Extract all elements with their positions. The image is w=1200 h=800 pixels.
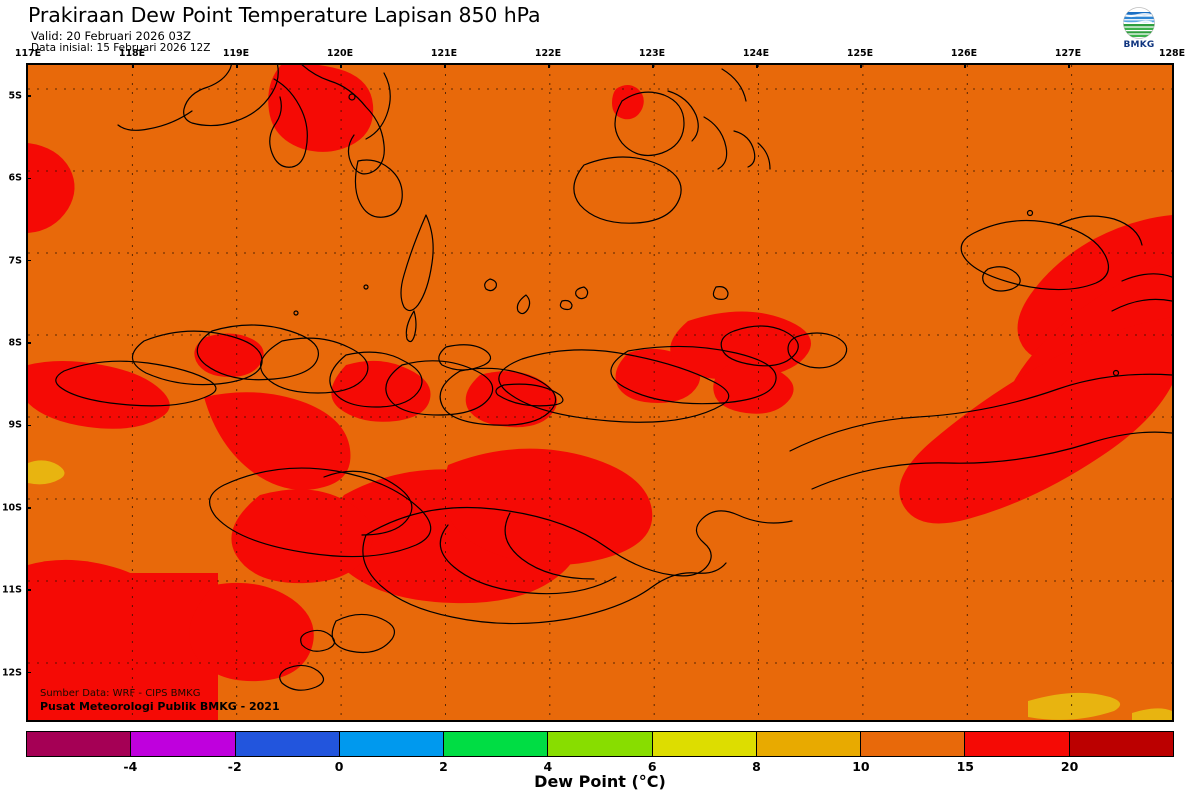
lon-tick-label: 122E: [534, 48, 562, 59]
colorbar-tick: 8: [752, 759, 761, 774]
colorbar-segment[interactable]: [548, 732, 653, 756]
colorbar-title: Dew Point (°C): [534, 772, 666, 791]
lat-tick-mark: [26, 424, 31, 427]
colorbar-tick: -4: [123, 759, 138, 774]
dew-point-contour-field: [28, 65, 1172, 720]
lat-tick-mark: [26, 589, 31, 591]
colorbar-tick: 10: [852, 759, 870, 774]
lon-tick-label: 120E: [326, 48, 354, 59]
colorbar-segment[interactable]: [1069, 732, 1173, 756]
lon-tick-mark: [340, 63, 342, 68]
colorbar-segment[interactable]: [235, 732, 340, 756]
lon-tick-mark: [132, 63, 134, 68]
bmkg-logo: BMKG: [1116, 6, 1162, 56]
colorbar-segment[interactable]: [861, 732, 966, 756]
lat-tick-label: 10S: [1, 502, 22, 514]
map-plot-area[interactable]: Sumber Data: WRF - CIPS BMKG Pusat Meteo…: [26, 63, 1174, 722]
lon-tick-mark: [860, 63, 862, 68]
colorbar-tick: 15: [956, 759, 974, 774]
lon-tick-label: 119E: [222, 48, 250, 59]
lat-tick-label: 7S: [8, 255, 22, 267]
gold-band-8-10: [28, 460, 1172, 720]
lat-tick-mark: [26, 259, 31, 262]
lat-tick-mark: [26, 95, 31, 97]
lon-tick-label: 123E: [638, 48, 666, 59]
lon-tick-label: 121E: [430, 48, 458, 59]
lat-tick-label: 11S: [1, 584, 22, 596]
lon-tick-mark: [444, 63, 446, 68]
red-band-15-20: [28, 65, 1172, 720]
lat-tick-mark: [26, 507, 31, 509]
initial-data-label: Data inisial: 15 Februari 2026 12Z: [31, 42, 211, 54]
colorbar-tick: 0: [334, 759, 344, 774]
lat-tick-label: 9S: [8, 419, 22, 431]
lat-tick-mark: [26, 177, 31, 180]
graticule: [28, 65, 1172, 720]
lon-tick-mark: [756, 63, 758, 68]
lat-tick-label: 5S: [8, 90, 22, 102]
colorbar-segment[interactable]: [965, 732, 1070, 756]
colorbar-tick: 6: [647, 759, 657, 774]
lon-tick-mark: [964, 63, 966, 68]
lat-tick-label: 6S: [8, 172, 22, 184]
bmkg-logo-mark: [1118, 6, 1160, 40]
lon-tick-label: 118E: [118, 48, 146, 59]
lat-tick-mark: [26, 671, 31, 674]
lat-tick-label: 12S: [1, 667, 22, 679]
colorbar-segment[interactable]: [339, 732, 445, 756]
colorbar-segment[interactable]: [444, 732, 549, 756]
colorbar-tick: 2: [439, 759, 448, 774]
lon-tick-label: 117E: [14, 48, 42, 59]
lon-tick-label: 127E: [1054, 48, 1082, 59]
lon-tick-label: 128E: [1158, 48, 1186, 59]
lon-tick-mark: [236, 63, 238, 68]
colorbar-tick: 20: [1060, 759, 1079, 774]
colorbar-segment[interactable]: [27, 732, 132, 756]
lat-tick-label: 8S: [8, 337, 22, 349]
page-title: Prakiraan Dew Point Temperature Lapisan …: [28, 3, 541, 27]
lon-tick-label: 124E: [742, 48, 770, 59]
bmkg-logo-text: BMKG: [1123, 40, 1155, 50]
coastline-layer: [55, 65, 1172, 691]
colorbar-block[interactable]: -4 -2 0 2 4 6 8 10 15 20: [26, 731, 1174, 777]
lon-tick-mark: [1068, 63, 1070, 68]
colorbar-segment[interactable]: [131, 732, 236, 756]
lon-tick-label: 125E: [846, 48, 874, 59]
colorbar-tick: -2: [227, 759, 242, 774]
colorbar-tick: 4: [543, 759, 553, 774]
colorbar-tick-labels: -4 -2 0 2 4 6 8 10 15 20: [26, 757, 1174, 777]
colorbar[interactable]: [26, 731, 1174, 757]
lat-tick-mark: [26, 342, 31, 344]
lon-tick-label: 126E: [950, 48, 978, 59]
lon-tick-mark: [548, 63, 550, 68]
header: Prakiraan Dew Point Temperature Lapisan …: [0, 0, 1200, 58]
valid-time-label: Valid: 20 Februari 2026 03Z: [31, 29, 191, 43]
colorbar-segment[interactable]: [756, 732, 862, 756]
bmkg-globe-icon: [1123, 7, 1155, 39]
colorbar-segment[interactable]: [652, 732, 757, 756]
lon-tick-mark: [652, 63, 654, 68]
